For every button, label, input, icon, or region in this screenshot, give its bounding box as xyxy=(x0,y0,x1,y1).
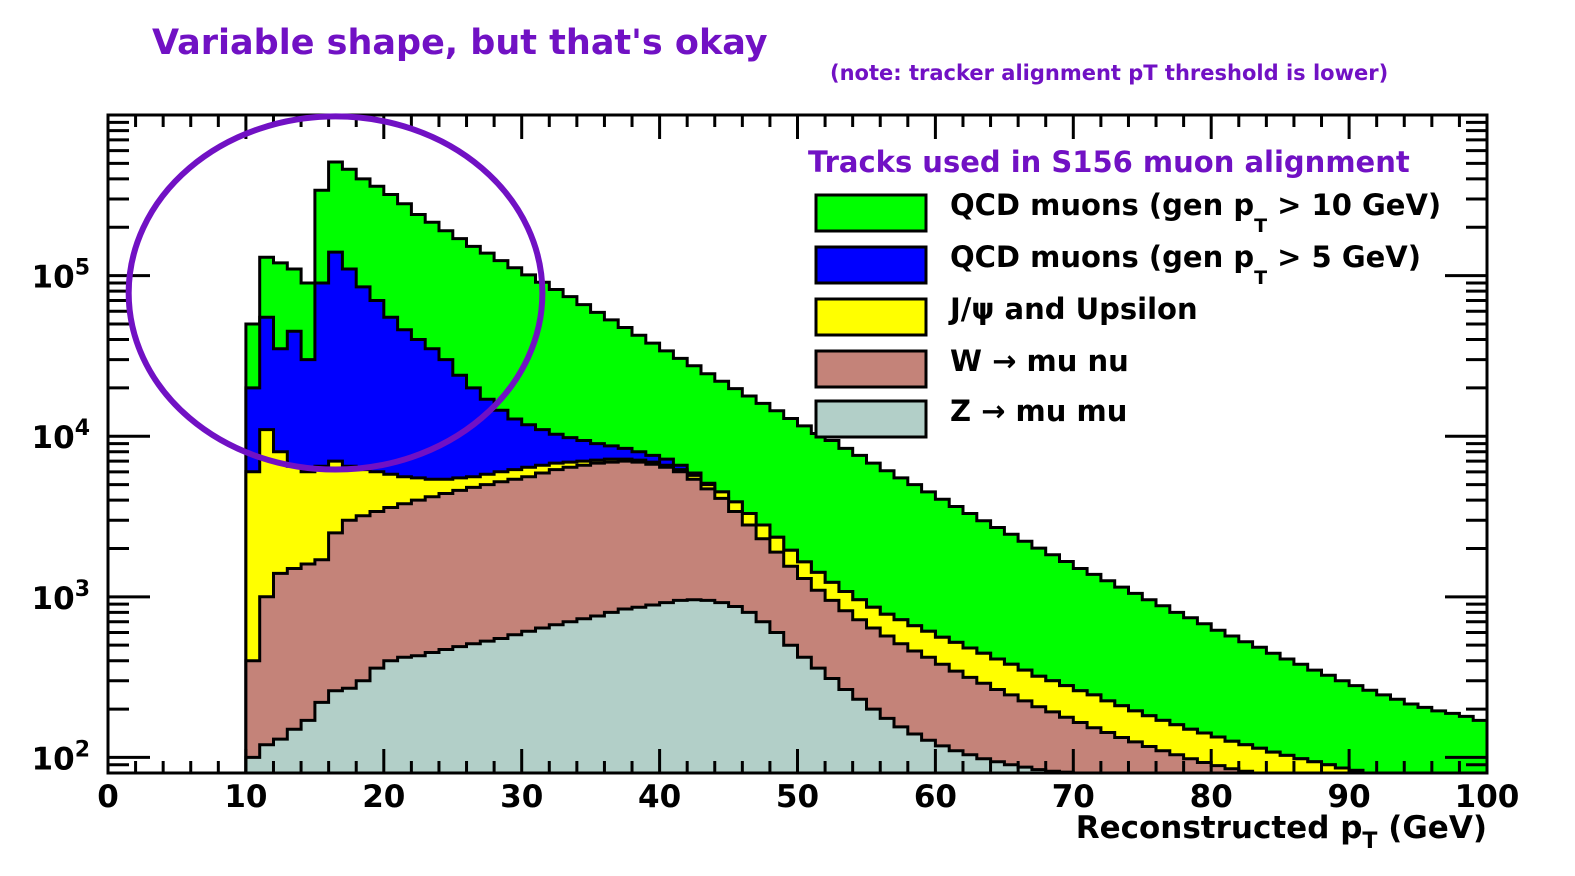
y-tick-label: 102 xyxy=(32,737,90,777)
legend-swatch xyxy=(814,399,928,439)
axis-ticks xyxy=(106,113,1489,775)
x-axis-label-unit: (GeV) xyxy=(1377,810,1487,846)
legend-swatch xyxy=(814,193,928,233)
x-tick-label: 40 xyxy=(638,779,681,815)
x-tick-label: 50 xyxy=(776,779,819,815)
x-tick-label: 10 xyxy=(224,779,267,815)
legend-entry-label: Z → mu mu xyxy=(950,394,1127,428)
x-tick-label: 90 xyxy=(1328,779,1371,815)
y-tick-label: 105 xyxy=(32,256,90,296)
x-tick-label: 60 xyxy=(914,779,957,815)
y-tick-label: 103 xyxy=(32,577,90,617)
x-tick-label: 30 xyxy=(500,779,543,815)
x-axis-label-text: Reconstructed p xyxy=(1076,810,1363,846)
x-tick-label: 100 xyxy=(1455,779,1520,815)
x-tick-label: 20 xyxy=(362,779,405,815)
x-tick-label: 0 xyxy=(97,779,119,815)
legend-swatch xyxy=(814,297,928,337)
legend-entry-label: QCD muons (gen pT > 5 GeV) xyxy=(950,240,1421,289)
legend-title: Tracks used in S156 muon alignment xyxy=(808,145,1410,179)
annotation-note: (note: tracker alignment pT threshold is… xyxy=(830,61,1388,85)
legend-entry-label: QCD muons (gen pT > 10 GeV) xyxy=(950,188,1441,237)
x-axis-label-sub: T xyxy=(1362,829,1377,854)
legend-entry-label: W → mu nu xyxy=(950,344,1129,378)
y-tick-label: 104 xyxy=(32,416,90,456)
legend-swatch xyxy=(814,245,928,285)
legend: Tracks used in S156 muon alignment QCD mu… xyxy=(808,145,1441,439)
x-tick-label: 80 xyxy=(1190,779,1233,815)
annotations: Variable shape, but that's okay (note: t… xyxy=(125,23,1388,473)
histogram-areas xyxy=(244,160,1489,775)
x-tick-label: 70 xyxy=(1052,779,1095,815)
legend-swatch xyxy=(814,349,928,389)
x-axis-title: Reconstructed pT (GeV) xyxy=(1076,810,1487,854)
tick-labels: 0 10 20 30 40 50 60 70 80 90 100 102 103 104 105 xyxy=(32,256,1520,815)
annotation-headline: Variable shape, but that's okay xyxy=(152,23,768,63)
highlight-ellipse xyxy=(125,113,546,473)
x-axis-label: Reconstructed pT (GeV) xyxy=(1076,810,1487,854)
legend-entry-label: J/ψ and Upsilon xyxy=(948,292,1198,326)
